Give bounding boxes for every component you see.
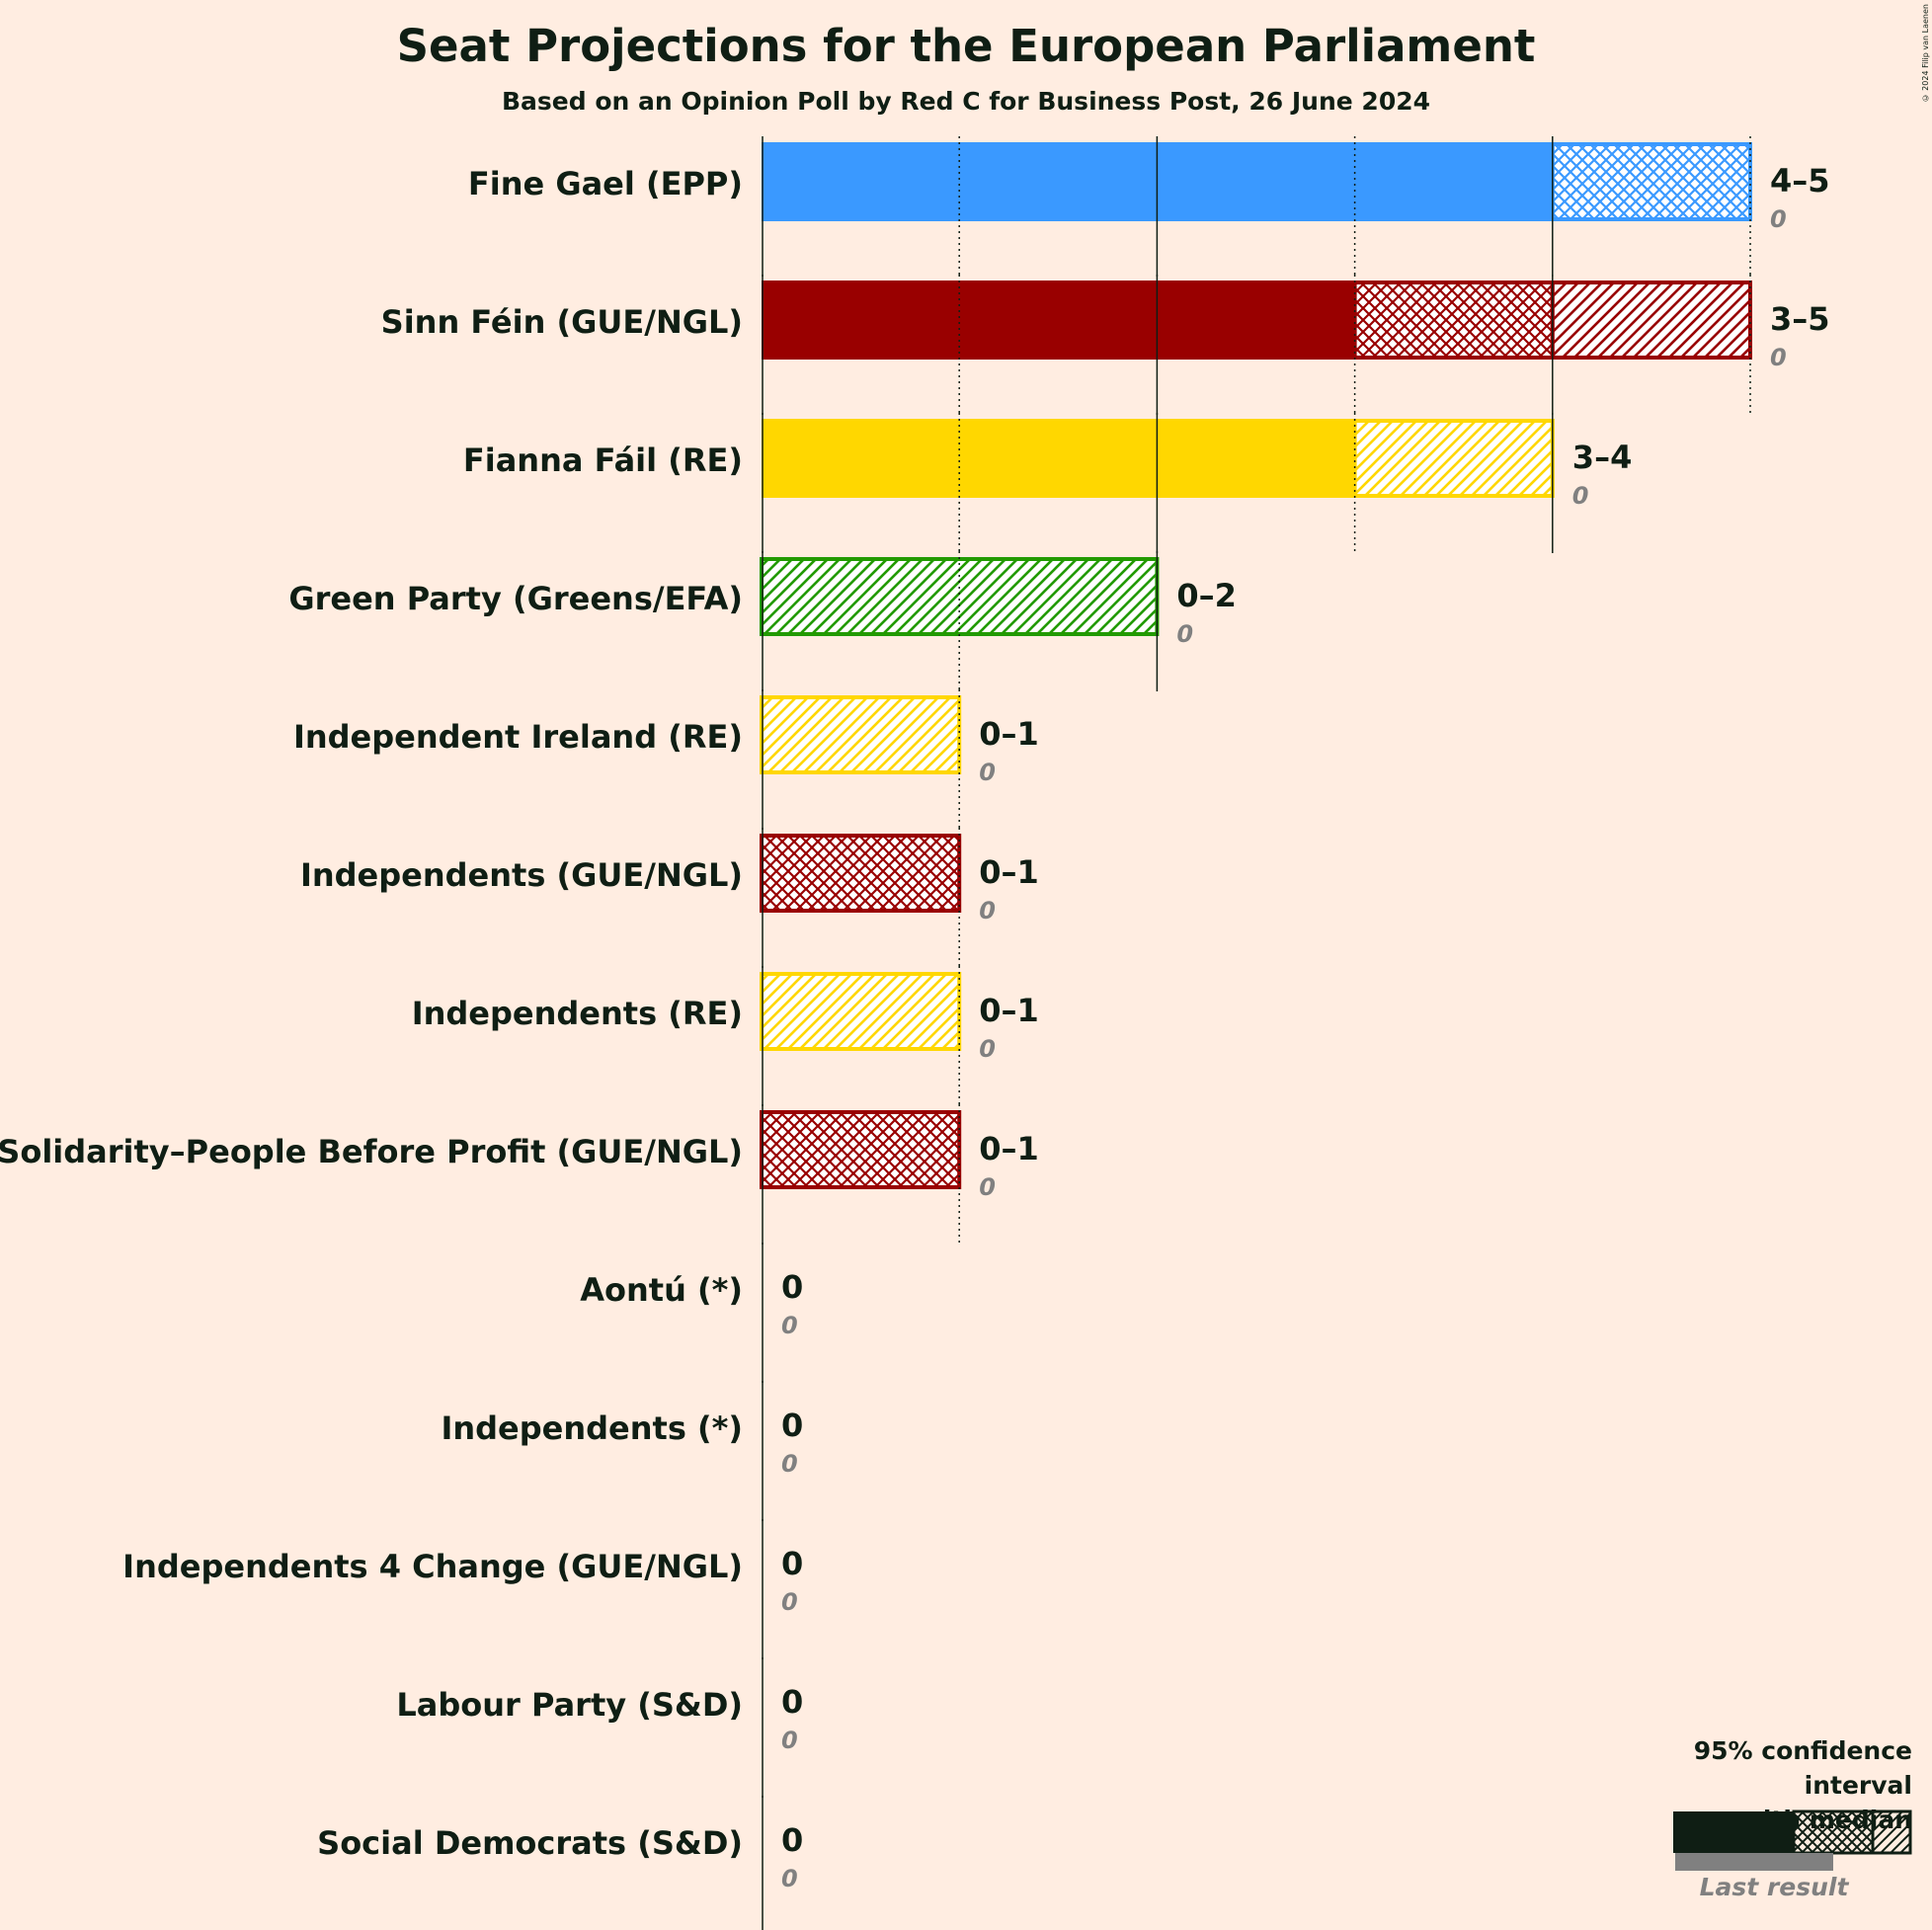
- range-label: 4–5: [1770, 162, 1830, 200]
- range-label: 0: [781, 1268, 803, 1306]
- legend-line-1: 95% confidence interval: [1693, 1736, 1912, 1800]
- range-label: 0–1: [979, 1130, 1039, 1167]
- bar-crosshatch: [1550, 142, 1753, 221]
- last-result-label: 0: [979, 1035, 996, 1063]
- range-label: 3–4: [1572, 439, 1633, 476]
- legend-solid: [1673, 1811, 1794, 1853]
- bar-crosshatch: [760, 834, 962, 913]
- range-label: 0: [781, 1821, 803, 1859]
- legend-last-result-label: Last result: [1699, 1873, 1849, 1901]
- range-label: 3–5: [1770, 300, 1830, 338]
- range-label: 0: [781, 1683, 803, 1721]
- chart-title: Seat Projections for the European Parlia…: [396, 20, 1536, 72]
- range-label: 0–1: [979, 715, 1039, 753]
- range-label: 0–2: [1176, 577, 1237, 614]
- party-label: Social Democrats (S&D): [317, 1824, 743, 1862]
- last-result-label: 0: [781, 1727, 798, 1754]
- party-label: Fine Gael (EPP): [468, 165, 743, 202]
- range-label: 0: [781, 1545, 803, 1582]
- last-result-label: 0: [1770, 344, 1787, 371]
- party-label: Aontú (*): [580, 1271, 743, 1309]
- party-label: Sinn Féin (GUE/NGL): [381, 303, 743, 341]
- legend-hatch: [1871, 1809, 1912, 1855]
- party-label: Independents (GUE/NGL): [300, 856, 743, 894]
- party-label: Independents 4 Change (GUE/NGL): [122, 1548, 743, 1585]
- last-result-label: 0: [979, 897, 996, 925]
- party-label: Labour Party (S&D): [396, 1686, 743, 1724]
- last-result-label: 0: [781, 1450, 798, 1478]
- last-result-label: 0: [781, 1865, 798, 1892]
- party-label: Solidarity–People Before Profit (GUE/NGL…: [0, 1133, 743, 1170]
- bar-hatch: [1550, 281, 1753, 360]
- party-label: Independent Ireland (RE): [293, 718, 743, 756]
- bar-hatch: [1352, 419, 1555, 498]
- party-label: Independents (RE): [412, 995, 743, 1032]
- last-result-label: 0: [781, 1312, 798, 1339]
- range-label: 0–1: [979, 992, 1039, 1029]
- last-result-label: 0: [979, 759, 996, 786]
- bar-crosshatch: [760, 1110, 962, 1189]
- bar-hatch: [760, 695, 962, 774]
- bar-crosshatch: [1352, 281, 1555, 360]
- last-result-label: 0: [1770, 205, 1787, 233]
- last-result-label: 0: [979, 1173, 996, 1201]
- bar-solid: [762, 281, 1355, 360]
- legend-swatch: [1673, 1809, 1912, 1871]
- legend-last-result-bar: [1675, 1853, 1833, 1871]
- range-label: 0–1: [979, 853, 1039, 891]
- legend-crosshatch: [1792, 1809, 1875, 1855]
- range-label: 0: [781, 1407, 803, 1444]
- chart-subtitle: Based on an Opinion Poll by Red C for Bu…: [501, 87, 1431, 116]
- party-label: Green Party (Greens/EFA): [288, 580, 743, 617]
- bar-solid: [762, 419, 1355, 498]
- party-label: Independents (*): [441, 1409, 743, 1447]
- party-label: Fianna Fáil (RE): [463, 442, 743, 479]
- last-result-label: 0: [1572, 482, 1589, 510]
- bar-hatch: [760, 972, 962, 1051]
- last-result-label: 0: [781, 1588, 798, 1616]
- last-result-label: 0: [1176, 620, 1193, 648]
